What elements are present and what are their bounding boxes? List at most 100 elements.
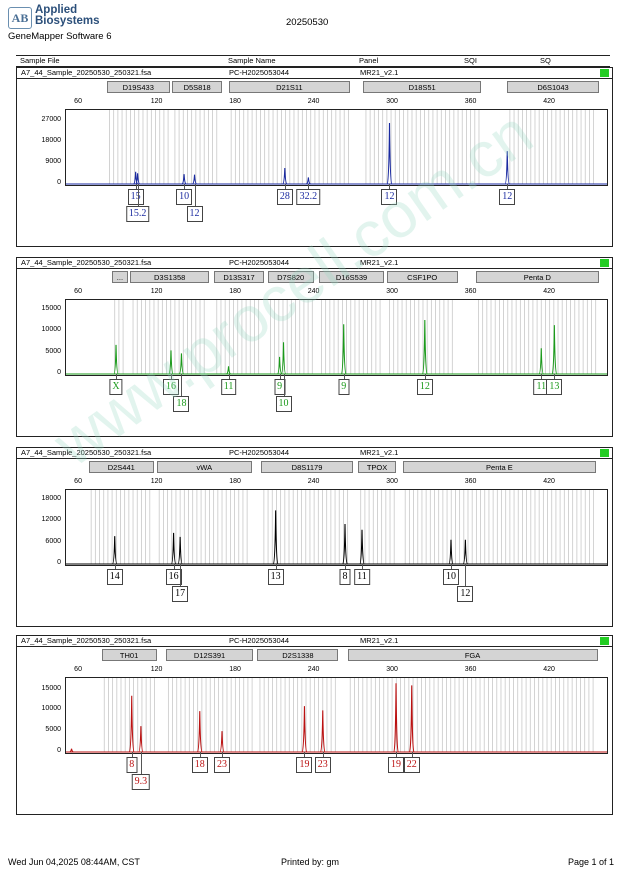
software-name: GeneMapper Software 6 <box>8 31 112 42</box>
allele-call-label: 9 <box>274 379 286 395</box>
marker-d2s1338: D2S1338 <box>257 649 339 661</box>
peak <box>551 325 558 375</box>
allele-connector <box>554 374 556 379</box>
allele-call-label: 13 <box>267 569 284 585</box>
peak <box>538 348 545 375</box>
x-tick-label: 420 <box>543 288 555 295</box>
y-tick-label: 5000 <box>45 726 61 734</box>
allele-connector <box>116 374 118 379</box>
x-tick-label: 180 <box>229 666 241 673</box>
marker-d7s820: D7S820 <box>267 271 314 283</box>
marker-d13s317: D13S317 <box>214 271 264 283</box>
x-tick-label: 120 <box>150 288 163 295</box>
peak <box>422 319 428 375</box>
allele-call-label: 16 <box>162 379 179 395</box>
allele-connector <box>541 374 543 379</box>
allele-call-label: 22 <box>403 757 420 773</box>
y-tick-label: 10000 <box>41 326 61 334</box>
y-tick-label: 18000 <box>41 494 61 502</box>
brand-name: Applied Biosystems <box>35 4 100 27</box>
allele-call-label: 28 <box>276 189 293 205</box>
allele-call-label: 19 <box>388 757 405 773</box>
sample-file-value: A7_44_Sample_20250530_250321.fsa <box>21 448 152 457</box>
allele-call-label: 12 <box>416 379 433 395</box>
column-sqi: SQI <box>464 56 477 65</box>
peak <box>181 174 187 185</box>
x-tick-label: 420 <box>543 98 555 105</box>
sample-file-value: A7_44_Sample_20250530_250321.fsa <box>21 636 152 645</box>
allele-connector <box>137 184 139 206</box>
sample-name-value: PC-H2025053044 <box>229 448 290 457</box>
peak <box>306 177 311 185</box>
y-tick-label: 0 <box>57 369 61 376</box>
x-tick-label: 240 <box>307 288 320 295</box>
marker-fga: FGA <box>347 649 598 661</box>
x-tick-label: 120 <box>150 478 163 485</box>
x-tick-label: 360 <box>464 288 477 295</box>
allele-connector <box>465 564 467 586</box>
allele-call-label: 12 <box>186 206 203 222</box>
allele-call-label: 15 <box>127 189 144 205</box>
sample-file-value: A7_44_Sample_20250530_250321.fsa <box>21 258 152 267</box>
allele-connector <box>308 184 310 189</box>
marker-d2s441: D2S441 <box>88 461 154 473</box>
peak <box>320 710 326 753</box>
x-tick-label: 120 <box>150 98 163 105</box>
panel-value: MR21_v2.1 <box>360 258 399 267</box>
column-header-row: Sample File Sample Name Panel SQI SQ <box>16 55 610 67</box>
x-tick-label: 300 <box>386 478 398 485</box>
allele-connector <box>343 374 345 379</box>
peak <box>138 726 144 753</box>
peak <box>69 748 74 753</box>
x-tick-label: 180 <box>229 98 241 105</box>
footer-printed-by: Printed by: gm <box>281 857 340 867</box>
x-tick-label: 240 <box>307 478 320 485</box>
column-sq: SQ <box>540 56 551 65</box>
allele-connector <box>284 184 286 189</box>
allele-call-label: 10 <box>442 569 459 585</box>
allele-connector <box>362 564 363 569</box>
allele-connector <box>180 564 182 586</box>
peak <box>504 151 510 185</box>
marker-th01: TH01 <box>101 649 157 661</box>
dye-panel-3: A7_44_Sample_20250530_250321.fsa PC-H2025… <box>16 447 613 627</box>
plot-area <box>65 299 608 376</box>
marker-tpox: TPOX <box>358 461 397 473</box>
panel-title-row: A7_44_Sample_20250530_250321.fsa PC-H2025… <box>17 448 612 459</box>
allele-call-label: 14 <box>106 569 123 585</box>
allele-connector <box>424 374 426 379</box>
peak <box>226 366 231 375</box>
allele-connector <box>222 752 223 757</box>
allele-connector <box>114 564 116 569</box>
peak <box>393 683 399 753</box>
allele-call-label: 10 <box>176 189 193 205</box>
allele-call-label: 23 <box>214 757 230 773</box>
y-tick-label: 0 <box>57 179 61 186</box>
x-tick-label: 60 <box>74 478 82 485</box>
allele-call-label: 8 <box>126 757 138 773</box>
sq-status-indicator <box>600 259 609 267</box>
x-tick-label: 180 <box>229 288 241 295</box>
sq-status-indicator <box>600 69 609 77</box>
marker-csf1po: CSF1PO <box>386 271 458 283</box>
allele-connector <box>194 184 196 206</box>
allele-call-label: 12 <box>381 189 398 205</box>
peak <box>272 510 279 565</box>
x-tick-label: 60 <box>74 666 82 673</box>
allele-connector <box>181 374 183 396</box>
allele-connector <box>184 184 186 189</box>
allele-connector <box>322 752 324 757</box>
marker-d8s1179: D8S1179 <box>261 461 353 473</box>
peak <box>359 529 365 565</box>
electropherogram-svg <box>66 678 607 753</box>
sq-status-indicator <box>600 449 609 457</box>
marker-vwa: vWA <box>156 461 253 473</box>
dye-panel-2: A7_44_Sample_20250530_250321.fsa PC-H2025… <box>16 257 613 437</box>
x-tick-label: 240 <box>307 98 320 105</box>
y-tick-label: 9000 <box>45 157 61 165</box>
allele-connector <box>283 374 285 396</box>
logo-mark-icon: AB <box>8 7 32 29</box>
plot-area <box>65 489 608 566</box>
applied-biosystems-logo: AB Applied Biosystems <box>8 4 118 31</box>
allele-call-label: 9 <box>338 379 350 395</box>
